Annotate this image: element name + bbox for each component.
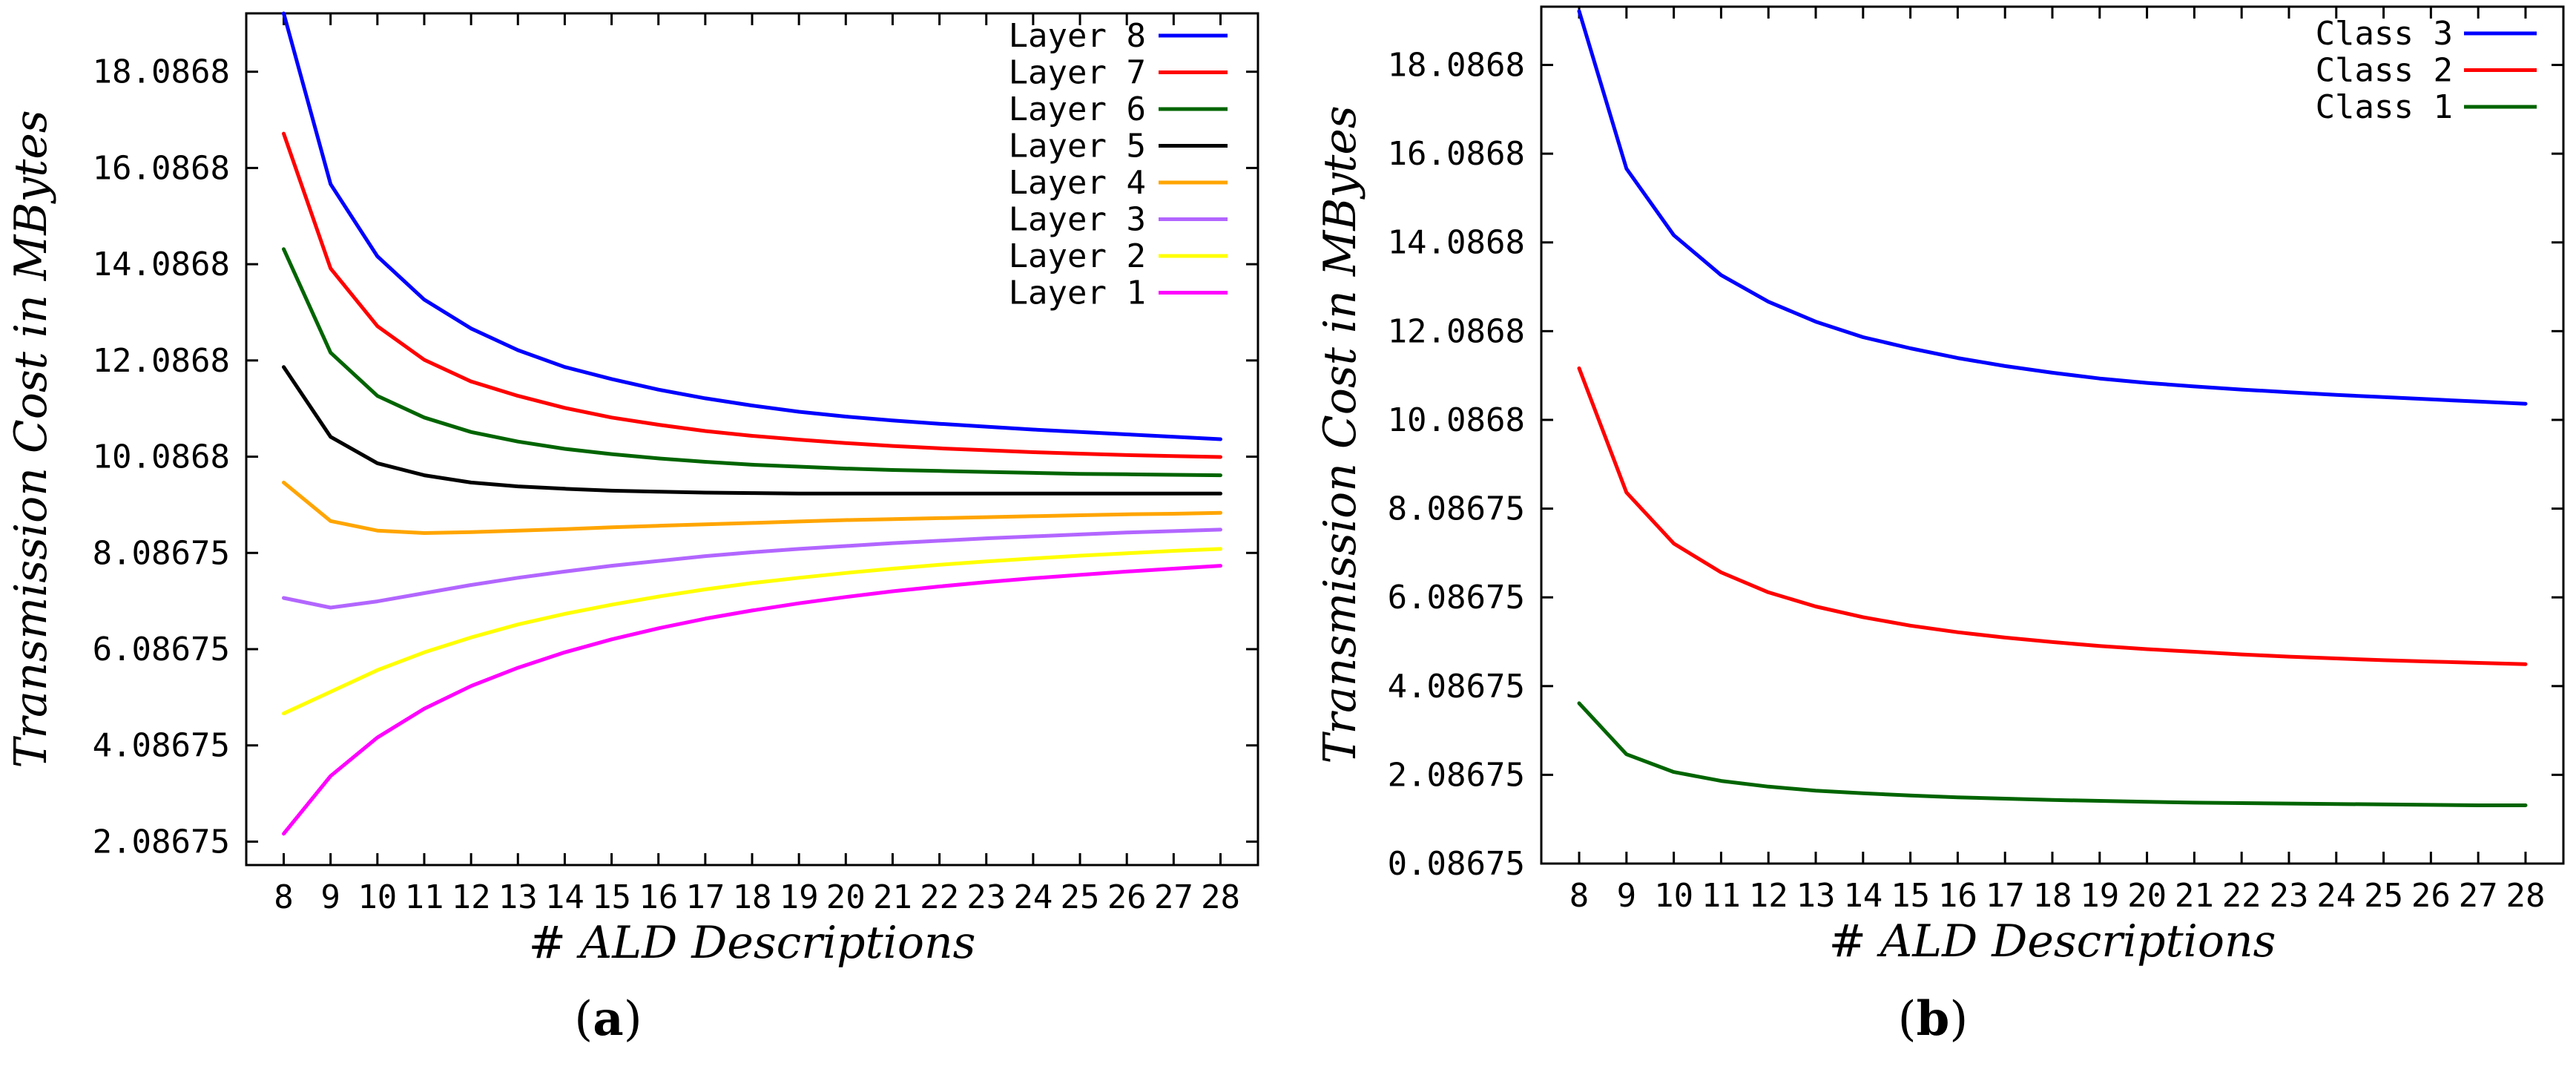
y-tick-label: 10.0868 (1388, 401, 1525, 439)
x-tick-label: 12 (1749, 877, 1788, 915)
legend-label: Layer 6 (1009, 91, 1146, 128)
x-tick-label: 21 (873, 878, 912, 916)
x-tick-label: 23 (966, 878, 1006, 916)
caption-open-paren: ( (1898, 992, 1917, 1047)
x-tick-label: 18 (2033, 877, 2072, 915)
x-tick-label: 10 (358, 878, 397, 916)
y-tick-label: 4.08675 (1388, 668, 1525, 706)
x-axis-title: # ALD Descriptions (1829, 915, 2276, 967)
x-tick-label: 8 (274, 878, 294, 916)
x-tick-label: 28 (1201, 878, 1240, 916)
x-tick-label: 21 (2175, 877, 2214, 915)
legend-label: Layer 8 (1009, 17, 1146, 55)
x-tick-label: 28 (2506, 877, 2545, 915)
series-line-class-2 (1577, 366, 2528, 666)
x-tick-label: 9 (1617, 877, 1637, 915)
y-tick-label: 4.08675 (93, 727, 230, 765)
series-line-layer-6 (282, 247, 1222, 478)
legend-label: Layer 3 (1009, 201, 1146, 239)
x-tick-label: 27 (2459, 877, 2498, 915)
x-tick-label: 17 (685, 878, 725, 916)
legend-label: Layer 5 (1009, 128, 1146, 165)
legend-label: Class 2 (2316, 52, 2453, 90)
series-line-layer-3 (282, 527, 1222, 610)
caption-close-paren: ) (1949, 992, 1968, 1047)
y-tick-label: 8.08675 (1388, 490, 1525, 528)
caption-close-paren: ) (624, 992, 642, 1047)
y-axis-title: Transmission Cost in MBytes (5, 110, 57, 768)
legend-label: Layer 1 (1009, 274, 1146, 312)
y-tick-label: 6.08675 (93, 631, 230, 668)
x-tick-label: 15 (592, 878, 631, 916)
x-tick-label: 20 (826, 878, 866, 916)
series-line-layer-4 (282, 480, 1222, 535)
x-tick-label: 19 (780, 878, 819, 916)
x-tick-label: 8 (1569, 877, 1590, 915)
y-tick-label: 6.08675 (1388, 579, 1525, 617)
x-tick-label: 15 (1891, 877, 1930, 915)
y-tick-label: 18.0868 (93, 53, 230, 91)
y-tick-label: 12.0868 (93, 342, 230, 380)
x-tick-label: 12 (452, 878, 491, 916)
legend-label: Class 1 (2316, 88, 2453, 126)
chart-panel-a: 8 9 10 11 12 13 14 15 16 17 18 19 20 21 22 23 24 25 26 27 28… (5, 11, 1259, 1047)
x-tick-label: 20 (2127, 877, 2167, 915)
x-tick-label: 19 (2080, 877, 2119, 915)
x-tick-label: 18 (733, 878, 772, 916)
y-tick-label: 2.08675 (93, 823, 230, 861)
x-tick-label: 11 (404, 878, 444, 916)
x-tick-label: 10 (1654, 877, 1693, 915)
y-tick-label: 14.0868 (93, 246, 230, 283)
series-line-layer-1 (282, 564, 1222, 836)
x-tick-label: 23 (2269, 877, 2308, 915)
x-tick-label: 24 (1013, 878, 1053, 916)
plot-frame (1540, 5, 2565, 865)
x-tick-label: 27 (1154, 878, 1193, 916)
x-tick-label: 26 (1107, 878, 1147, 916)
x-tick-label: 14 (1843, 877, 1882, 915)
caption-open-paren: ( (574, 992, 593, 1047)
x-tick-label: 14 (545, 878, 584, 916)
legend-label: Class 3 (2316, 15, 2453, 53)
y-tick-label: 18.0868 (1388, 47, 1525, 85)
caption-letter: b (1917, 991, 1950, 1047)
y-tick-label: 12.0868 (1388, 312, 1525, 350)
caption-letter: a (593, 991, 623, 1047)
series-line-class-3 (1577, 9, 2528, 406)
legend-label: Layer 2 (1009, 237, 1146, 275)
y-axis-title: Transmission Cost in MBytes (1314, 105, 1366, 763)
panel-caption: (a) (574, 991, 642, 1047)
y-tick-label: 16.0868 (93, 149, 230, 187)
chart-panel-b: 8 9 10 11 12 13 14 15 16 17 18 19 20 21 22 23 24 25 26 27 28… (1314, 5, 2565, 1047)
y-tick-label: 0.08675 (1388, 845, 1525, 883)
series-line-layer-7 (282, 131, 1222, 459)
y-tick-label: 2.08675 (1388, 756, 1525, 794)
x-tick-label: 16 (1938, 877, 1977, 915)
x-tick-label: 25 (2364, 877, 2403, 915)
x-tick-label: 16 (639, 878, 678, 916)
y-tick-label: 10.0868 (93, 438, 230, 476)
x-tick-label: 13 (1796, 877, 1836, 915)
x-tick-label: 11 (1702, 877, 1741, 915)
x-tick-label: 22 (920, 878, 959, 916)
x-axis-title: # ALD Descriptions (529, 917, 976, 969)
x-tick-label: 17 (1986, 877, 2025, 915)
y-tick-label: 16.0868 (1388, 135, 1525, 173)
y-tick-label: 14.0868 (1388, 224, 1525, 262)
legend-label: Layer 4 (1009, 164, 1146, 202)
y-tick-label: 8.08675 (93, 534, 230, 572)
x-tick-label: 25 (1061, 878, 1100, 916)
series-line-layer-8 (282, 11, 1222, 441)
legend-label: Layer 7 (1009, 54, 1146, 92)
x-tick-label: 26 (2411, 877, 2451, 915)
x-tick-label: 13 (498, 878, 538, 916)
series-line-layer-2 (282, 547, 1222, 716)
x-tick-label: 22 (2222, 877, 2262, 915)
series-line-class-1 (1577, 701, 2528, 807)
series-line-layer-5 (282, 365, 1222, 496)
x-tick-label: 9 (320, 878, 340, 916)
panel-caption: (b) (1898, 991, 1969, 1047)
x-tick-label: 24 (2316, 877, 2356, 915)
